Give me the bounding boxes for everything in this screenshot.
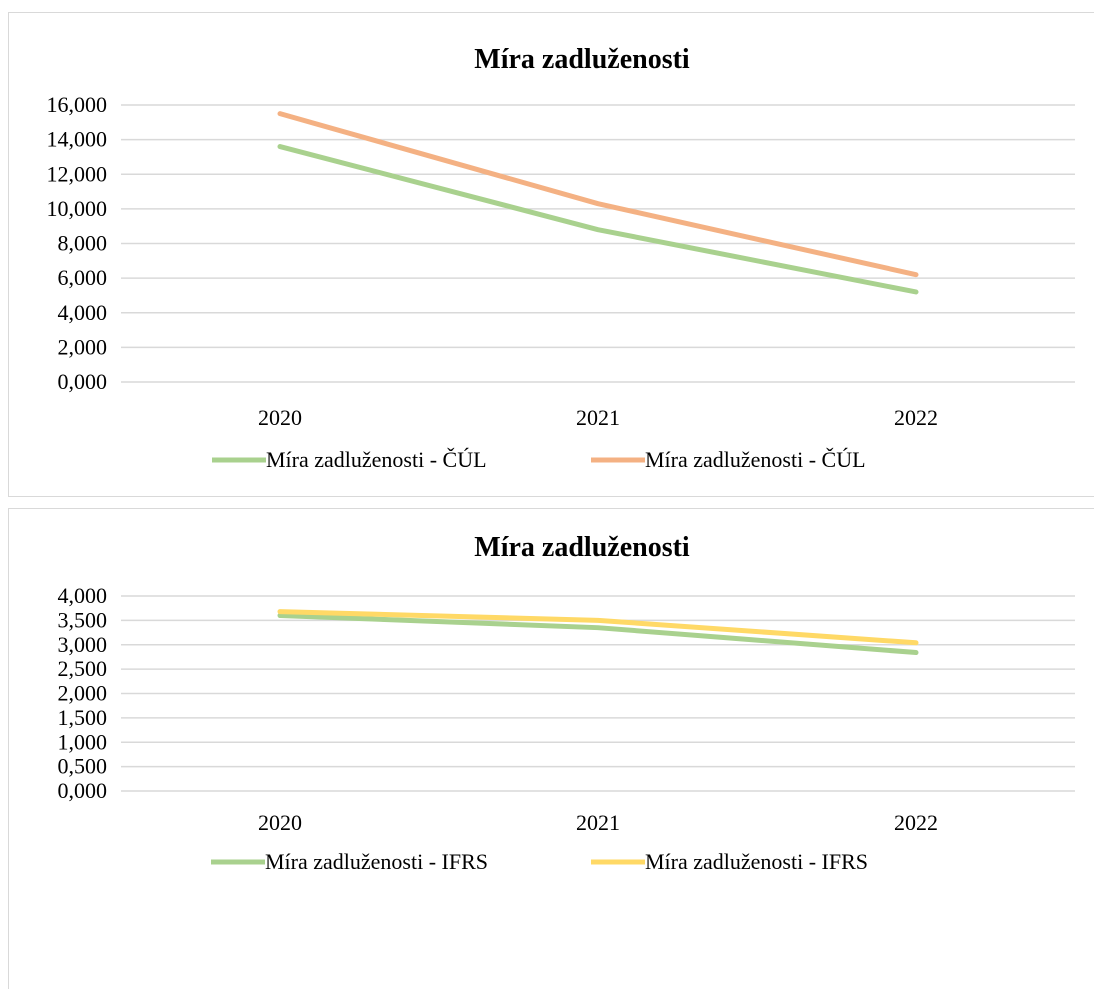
y-tick-label: 14,000	[47, 127, 108, 152]
y-tick-label: 2,000	[58, 681, 108, 706]
chart-title: Míra zadluženosti	[474, 532, 690, 563]
x-tick-label: 2022	[894, 405, 938, 430]
y-tick-label: 10,000	[47, 196, 108, 221]
legend-label-2: Míra zadluženosti - IFRS	[645, 849, 868, 874]
series-line-2	[277, 111, 919, 278]
y-tick-label: 0,500	[58, 754, 108, 779]
y-tick-label: 8,000	[58, 231, 108, 256]
x-tick-label: 2020	[258, 810, 302, 835]
y-tick-label: 16,000	[47, 92, 108, 117]
y-tick-label: 1,500	[58, 705, 108, 730]
y-tick-label: 4,000	[58, 583, 108, 608]
series-line-1	[277, 144, 919, 295]
x-tick-label: 2021	[576, 405, 620, 430]
x-tick-label: 2022	[894, 810, 938, 835]
y-tick-label: 2,500	[58, 656, 108, 681]
chart-title: Míra zadluženosti	[474, 44, 690, 75]
chart-2: Míra zadluženosti 0,000 0,500 1,000 1,500 2,0…	[8, 508, 1094, 989]
y-tick-label: 12,000	[47, 161, 108, 186]
chart-2-svg: Míra zadluženosti 0,0000,5001,0001,5002,0…	[58, 532, 1075, 874]
y-tick-label: 3,000	[58, 632, 108, 657]
y-tick-label: 1,000	[58, 729, 108, 754]
legend-label-2: Míra zadluženosti - ČÚL	[645, 447, 866, 472]
chart-divider	[8, 496, 1094, 508]
legend-label-1: Míra zadluženosti - IFRS	[265, 849, 488, 874]
chart-1: Míra zadluženosti 0,000 2,000 4,000 6,000 8,0…	[8, 12, 1094, 497]
y-tick-label: 4,000	[58, 300, 108, 325]
x-tick-label: 2021	[576, 810, 620, 835]
y-tick-label: 2,000	[58, 334, 108, 359]
chart-1-svg: Míra zadluženosti 0,000 2,000 4,000 6,000 8,0…	[47, 44, 1075, 472]
y-tick-label: 3,500	[58, 607, 108, 632]
x-tick-label: 2020	[258, 405, 302, 430]
y-tick-label: 6,000	[58, 265, 108, 290]
y-tick-label: 0,000	[58, 778, 108, 803]
legend-label-1: Míra zadluženosti - ČÚL	[266, 447, 487, 472]
y-tick-label: 0,000	[58, 369, 108, 394]
